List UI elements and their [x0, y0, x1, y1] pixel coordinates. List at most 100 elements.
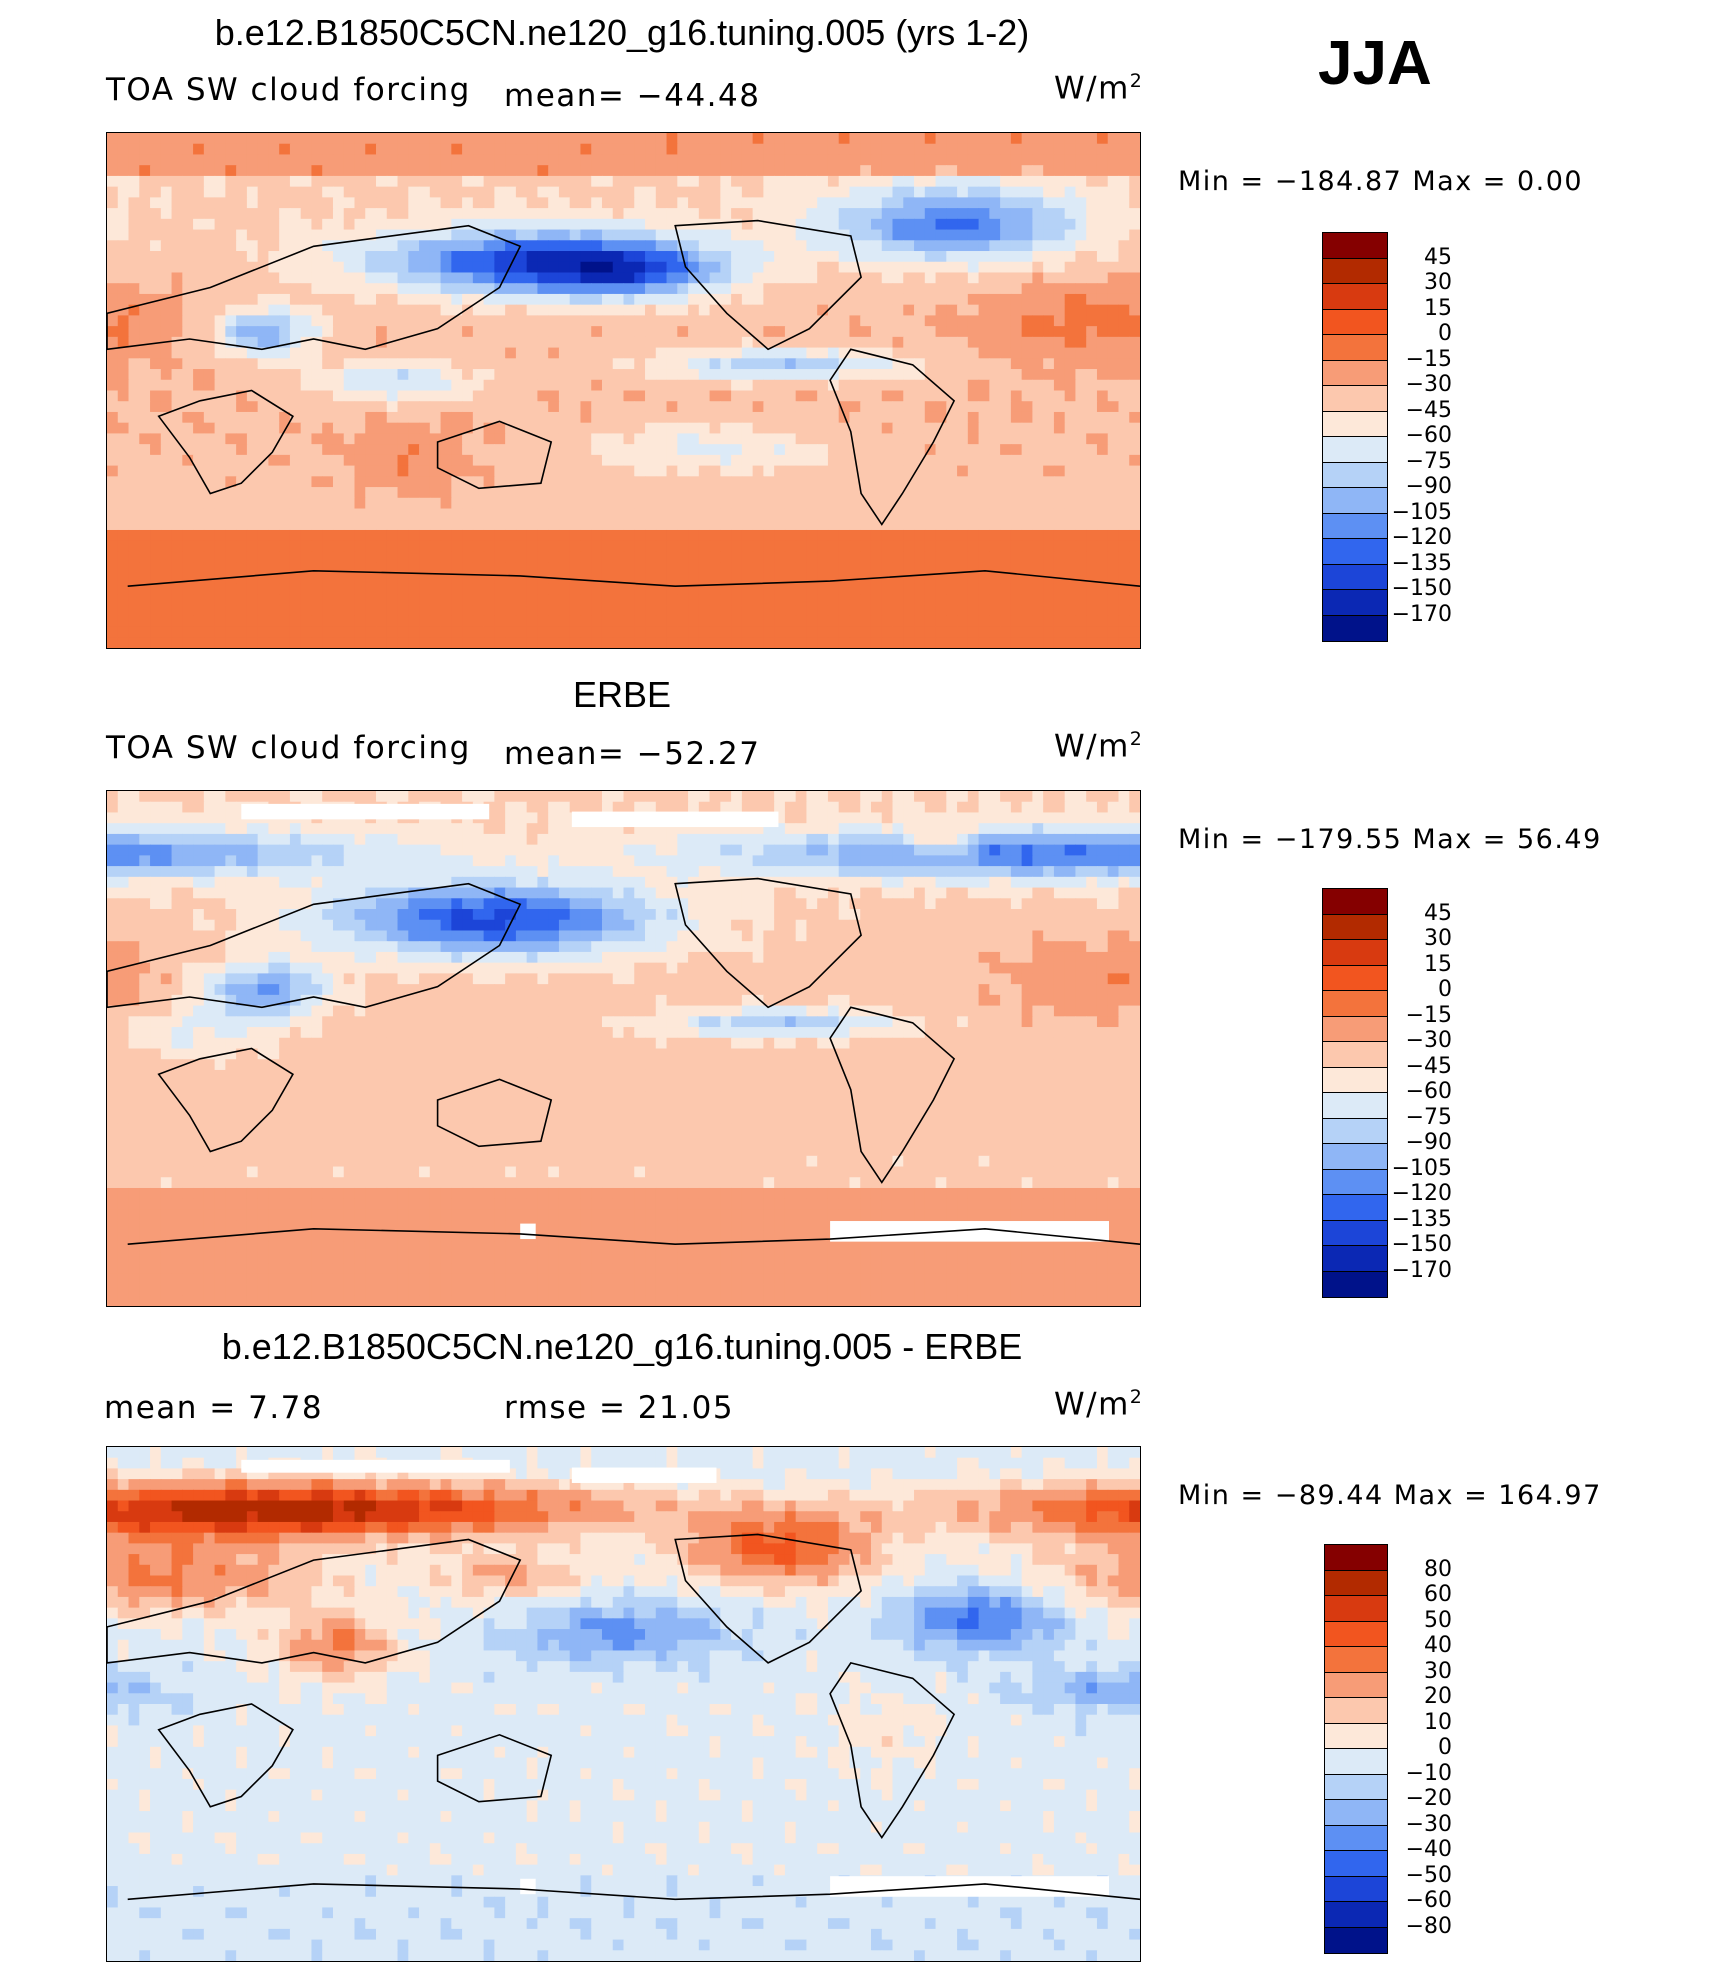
map-cell	[741, 315, 754, 327]
map-cell	[515, 433, 528, 445]
map-cell	[1096, 476, 1109, 488]
map-cell	[182, 812, 194, 824]
map-cell	[645, 465, 657, 477]
map-cell	[978, 358, 990, 370]
map-cell	[860, 165, 872, 177]
map-cell	[472, 411, 485, 424]
map-cell	[623, 465, 635, 477]
map-cell	[505, 143, 517, 156]
map-cell	[731, 390, 743, 402]
map-cell	[107, 551, 119, 563]
map-cell	[332, 197, 345, 209]
map-cell	[268, 594, 280, 606]
map-cell	[171, 508, 183, 520]
map-cell	[623, 487, 635, 499]
map-cell	[655, 379, 668, 392]
map-cell	[182, 229, 194, 241]
map-cell	[483, 379, 495, 392]
map-cell	[515, 422, 528, 435]
map-cell	[505, 422, 517, 435]
map-cell	[128, 229, 140, 241]
map-cell	[505, 304, 517, 316]
map-cell	[150, 304, 162, 316]
map-cell	[440, 562, 452, 574]
map-cell	[343, 594, 356, 606]
map-cell	[989, 615, 1001, 628]
map-cell	[655, 261, 668, 274]
map-cell	[1053, 336, 1066, 349]
map-cell	[160, 133, 173, 145]
map-cell	[806, 251, 818, 263]
map-cell	[1118, 519, 1130, 531]
map-cell	[612, 551, 625, 563]
map-cell	[1032, 626, 1044, 638]
map-cell	[483, 487, 495, 499]
map-cell	[526, 218, 539, 231]
map-cell	[655, 615, 668, 628]
map-cell	[784, 283, 797, 295]
map-cell	[569, 240, 582, 252]
map-cell	[752, 791, 764, 803]
map-cell	[645, 304, 657, 316]
map-cell	[806, 583, 818, 595]
map-cell	[709, 454, 721, 467]
map-cell	[892, 551, 904, 563]
map-cell	[752, 422, 764, 435]
map-cell	[591, 208, 603, 220]
map-cell	[1032, 583, 1044, 595]
coastline	[107, 224, 522, 351]
map-cell	[666, 529, 678, 542]
colorbar-tick-label: −75	[1405, 448, 1452, 474]
map-cell	[860, 551, 872, 563]
map-cell	[150, 637, 162, 648]
map-cell	[914, 165, 926, 177]
map-cell	[526, 476, 539, 488]
map-cell	[655, 487, 668, 499]
map-cell	[225, 433, 237, 445]
map-cell	[655, 143, 668, 156]
map-cell	[623, 261, 635, 274]
map-cell	[193, 487, 205, 499]
map-cell	[591, 165, 603, 177]
map-cell	[612, 218, 625, 231]
map-cell	[698, 444, 711, 456]
map-cell	[365, 562, 377, 574]
map-cell	[634, 801, 646, 814]
map-cell	[365, 626, 377, 638]
map-cell	[763, 487, 775, 499]
map-cell	[763, 540, 775, 553]
map-cell	[537, 801, 549, 814]
map-cell	[645, 637, 657, 648]
map-cell	[698, 240, 711, 252]
map-cell	[1043, 626, 1055, 638]
map-cell	[548, 637, 560, 648]
map-cell	[214, 240, 226, 252]
map-cell	[548, 411, 560, 424]
map-cell	[892, 605, 904, 617]
map-cell	[1043, 143, 1055, 156]
map-cell	[1021, 336, 1033, 349]
map-cell	[817, 369, 829, 381]
map-cell	[429, 143, 442, 156]
map-cell	[214, 583, 226, 595]
map-cell	[419, 476, 431, 488]
map-cell	[128, 154, 140, 166]
map-cell	[838, 197, 851, 209]
map-cell	[160, 390, 173, 402]
map-cell	[677, 401, 689, 413]
map-cell	[795, 465, 808, 477]
map-cell	[548, 497, 560, 510]
map-cell	[989, 433, 1001, 445]
map-cell	[1129, 304, 1140, 316]
map-cell	[774, 154, 786, 166]
map-cell	[860, 240, 872, 252]
map-cell	[655, 336, 668, 349]
map-cell	[332, 551, 345, 563]
map-cell	[967, 476, 980, 488]
map-cell	[741, 454, 754, 467]
map-cell	[451, 487, 463, 499]
map-cell	[1129, 272, 1140, 284]
map-cell	[806, 272, 818, 284]
map-cell	[419, 823, 431, 835]
map-cell	[515, 315, 528, 327]
